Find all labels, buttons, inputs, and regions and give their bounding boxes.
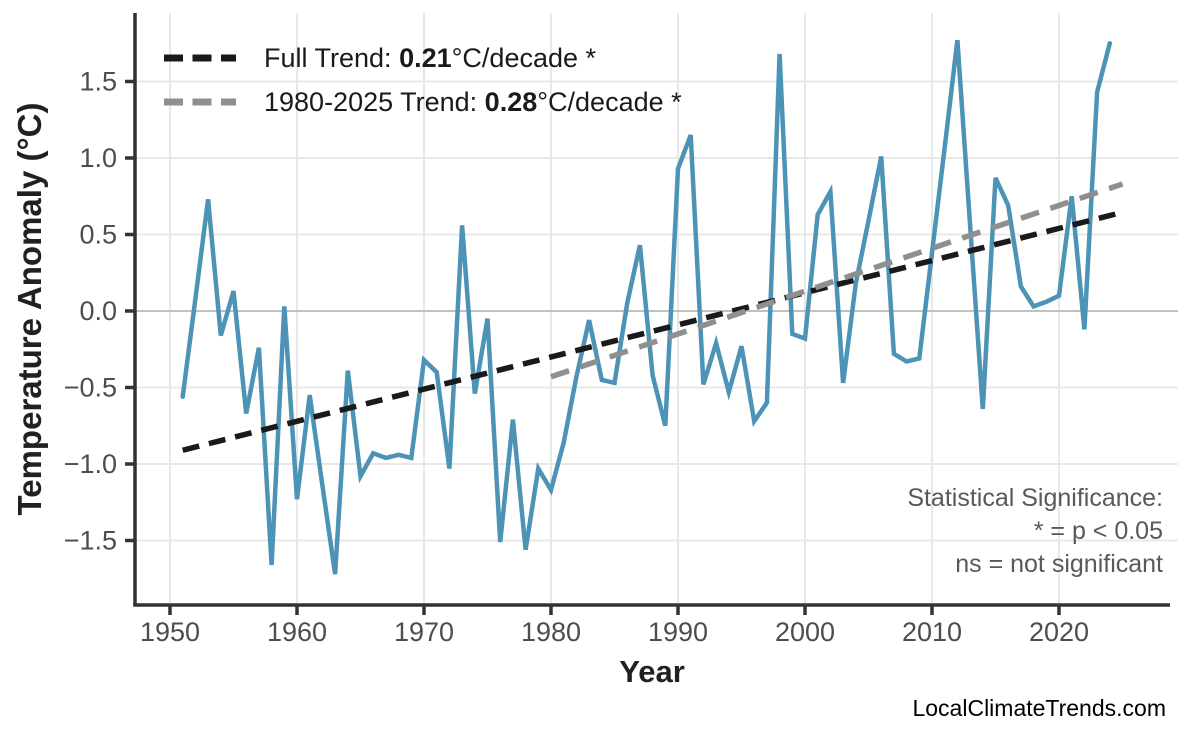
significance-star-rule: * = p < 0.05 (1033, 517, 1163, 545)
svg-text:0.5: 0.5 (79, 220, 117, 250)
data-series (180, 39, 1124, 575)
svg-text:−0.5: −0.5 (64, 373, 117, 403)
watermark: LocalClimateTrends.com (912, 695, 1166, 721)
full-trend-line (182, 209, 1124, 453)
svg-text:1990: 1990 (648, 617, 708, 647)
svg-text:0.0: 0.0 (79, 296, 117, 326)
svg-text:1.5: 1.5 (79, 67, 117, 97)
svg-text:1960: 1960 (267, 617, 327, 647)
legend: Full Trend: 0.21°C/decade * 1980-2025 Tr… (164, 36, 682, 124)
svg-text:2020: 2020 (1029, 617, 1089, 647)
significance-title: Statistical Significance: (907, 484, 1163, 512)
svg-text:−1.5: −1.5 (64, 526, 117, 556)
significance-ns-rule: ns = not significant (955, 550, 1163, 578)
svg-text:1970: 1970 (394, 617, 454, 647)
significance-note: Statistical Significance: * = p < 0.05 n… (907, 482, 1163, 581)
svg-text:2010: 2010 (902, 617, 962, 647)
tick-labels: 1950 1960 1970 1980 1990 2000 2010 2020 1.5 1.0 0.… (64, 67, 1089, 648)
svg-text:2000: 2000 (775, 617, 835, 647)
recent-trend-line (550, 181, 1124, 380)
legend-row-full-trend: Full Trend: 0.21°C/decade * (164, 36, 682, 80)
svg-text:1980: 1980 (521, 617, 581, 647)
legend-label-recent-trend: 1980-2025 Trend: 0.28°C/decade * (264, 86, 682, 117)
svg-text:1.0: 1.0 (79, 143, 117, 173)
y-axis-title: Temperature Anomaly (°C) (11, 102, 48, 516)
legend-label-full-trend: Full Trend: 0.21°C/decade * (264, 42, 597, 73)
anomaly-line (180, 39, 1113, 575)
full-trend-dash-icon (164, 54, 236, 62)
axes (125, 13, 1170, 615)
x-axis-title: Year (619, 654, 685, 689)
svg-text:−1.0: −1.0 (64, 449, 117, 479)
recent-trend-dash-icon (164, 98, 236, 106)
legend-row-recent-trend: 1980-2025 Trend: 0.28°C/decade * (164, 80, 682, 124)
svg-text:1950: 1950 (140, 617, 200, 647)
